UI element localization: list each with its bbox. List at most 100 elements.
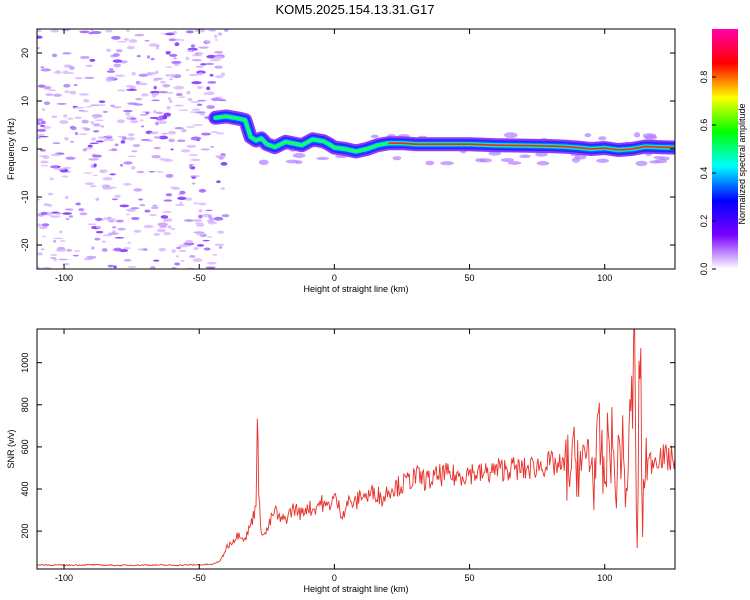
- noise-blob: [93, 116, 98, 119]
- noise-blob: [37, 223, 42, 227]
- noise-blob: [205, 266, 216, 269]
- noise-blob: [120, 140, 126, 144]
- noise-blob: [153, 232, 160, 236]
- noise-blob: [258, 159, 269, 166]
- noise-blob: [184, 197, 193, 201]
- noise-blob: [126, 213, 130, 216]
- noise-blob: [91, 137, 96, 141]
- noise-blob: [193, 231, 205, 234]
- noise-blob: [40, 211, 48, 216]
- noise-blob: [43, 85, 52, 90]
- noise-blob: [150, 265, 156, 269]
- x-tick-label: -50: [193, 273, 206, 283]
- noise-blob: [142, 248, 148, 251]
- noise-blob: [205, 209, 213, 212]
- noise-blob: [114, 237, 125, 239]
- noise-blob: [105, 48, 112, 52]
- noise-blob: [177, 139, 186, 143]
- noise-blob: [162, 115, 168, 120]
- noise-blob: [316, 156, 329, 161]
- noise-blob: [206, 220, 215, 223]
- noise-blob: [56, 103, 67, 105]
- noise-blob: [131, 71, 136, 76]
- noise-blob: [90, 121, 95, 125]
- noise-blob: [195, 53, 199, 56]
- noise-blob: [146, 55, 151, 59]
- noise-blob: [115, 49, 123, 53]
- noise-blob: [199, 113, 206, 116]
- noise-blob: [192, 258, 203, 262]
- noise-blob: [188, 164, 193, 168]
- noise-blob: [42, 235, 46, 238]
- noise-blob: [198, 208, 203, 213]
- noise-blob: [113, 63, 122, 68]
- x-tick-label: 0: [332, 573, 337, 583]
- noise-blob: [221, 214, 230, 218]
- noise-blob: [86, 146, 94, 150]
- x-tick-label: 100: [597, 273, 612, 283]
- noise-blob: [197, 99, 207, 102]
- colorbar: 0.0 0.2 0.4 0.6 0.8 Normalized spectral ampl…: [699, 29, 747, 275]
- noise-blob: [105, 29, 113, 33]
- noise-blob: [162, 158, 174, 162]
- noise-blob: [57, 246, 66, 250]
- noise-blob: [40, 66, 45, 69]
- noise-blob: [53, 93, 62, 97]
- noise-blob: [172, 74, 182, 79]
- noise-blob: [108, 68, 114, 71]
- noise-blob: [150, 58, 155, 60]
- noise-blob: [166, 92, 174, 94]
- noise-blob: [176, 255, 180, 258]
- noise-blob: [171, 60, 182, 64]
- noise-blob: [292, 152, 306, 158]
- noise-blob: [165, 51, 171, 54]
- noise-blob: [205, 62, 215, 66]
- noise-blob: [188, 154, 199, 156]
- noise-blob: [191, 182, 196, 185]
- noise-blob: [37, 137, 42, 139]
- noise-blob: [63, 83, 71, 88]
- noise-blob: [89, 185, 97, 188]
- noise-blob: [87, 223, 97, 226]
- noise-blob: [219, 246, 223, 249]
- noise-blob: [183, 219, 194, 222]
- noise-blob: [93, 174, 98, 177]
- noise-blob: [62, 262, 70, 266]
- noise-blob: [127, 155, 137, 158]
- noise-blob: [169, 53, 178, 58]
- noise-blob: [81, 119, 89, 124]
- noise-blob: [153, 146, 161, 150]
- noise-blob: [158, 247, 166, 252]
- noise-blob: [169, 73, 176, 78]
- noise-blob: [174, 126, 184, 130]
- noise-blob: [85, 106, 93, 108]
- noise-blob: [153, 85, 157, 90]
- noise-blob: [213, 216, 224, 221]
- noise-blob: [127, 265, 137, 268]
- noise-blob: [194, 29, 206, 33]
- noise-blob: [100, 125, 105, 128]
- snr-panel: -100 -50 0 50 100 200 400 600 800 1000 Height of…: [6, 328, 676, 594]
- noise-blob: [42, 126, 52, 129]
- noise-blob: [146, 71, 156, 76]
- noise-blob: [37, 47, 40, 50]
- noise-blob: [125, 85, 135, 88]
- noise-blob: [196, 233, 206, 236]
- noise-blob: [145, 111, 150, 115]
- noise-blob: [50, 254, 58, 256]
- noise-blob: [87, 144, 93, 148]
- y-tick-label: 10: [20, 96, 30, 106]
- noise-blob: [155, 121, 159, 126]
- noise-blob: [207, 214, 213, 219]
- noise-blob: [50, 153, 62, 157]
- noise-blob: [151, 92, 160, 96]
- noise-blob: [123, 161, 133, 165]
- noise-blob: [68, 215, 73, 218]
- noise-blob: [195, 65, 204, 68]
- noise-blob: [169, 99, 173, 104]
- spectrogram-y-label: Frequency (Hz): [6, 118, 16, 180]
- noise-blob: [58, 258, 69, 261]
- noise-blob: [55, 212, 62, 215]
- y-tick-label: 20: [20, 48, 30, 58]
- noise-blob: [150, 206, 159, 209]
